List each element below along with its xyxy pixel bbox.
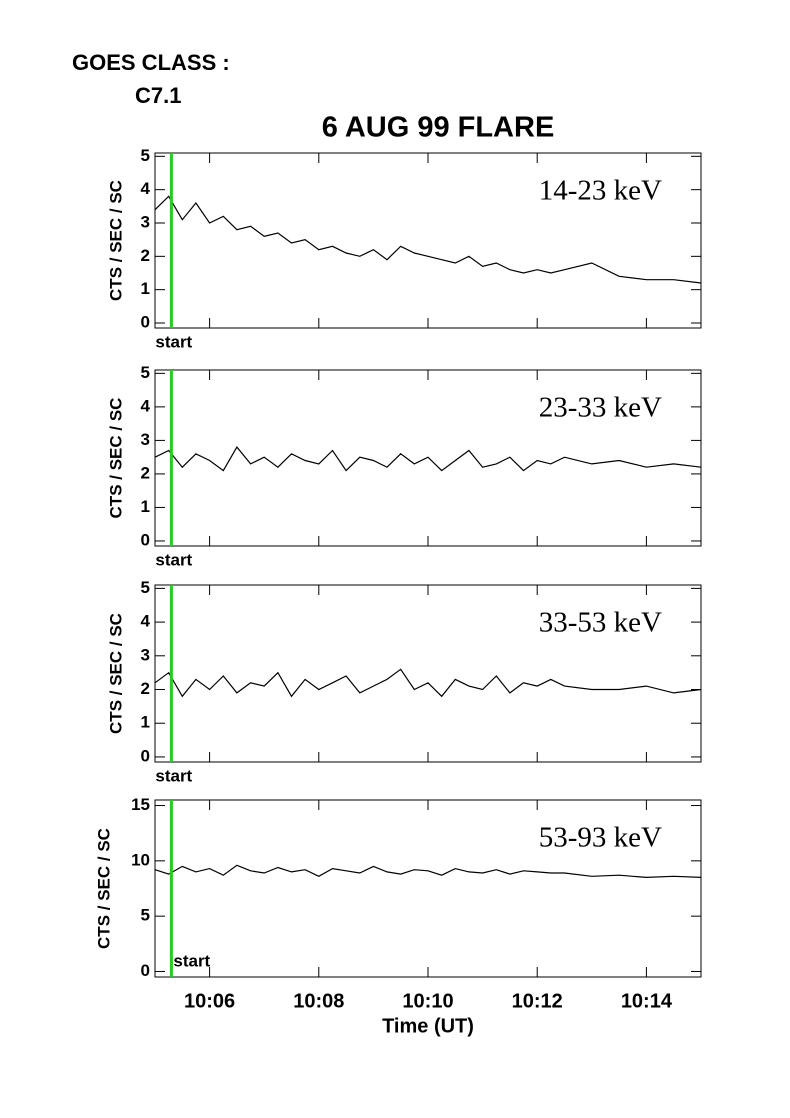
- y-tick-label: 5: [141, 363, 150, 382]
- y-tick-label: 15: [131, 795, 150, 814]
- band-label: 14-23 keV: [539, 175, 662, 207]
- y-tick-label: 3: [141, 645, 150, 664]
- series-line: [154, 668, 702, 698]
- band-label: 53-93 keV: [539, 822, 662, 854]
- y-axis-label: CTS / SEC / SC: [106, 398, 125, 519]
- y-tick-label: 4: [141, 612, 151, 631]
- y-tick-label: 2: [141, 679, 150, 698]
- band-label: 23-33 keV: [539, 392, 662, 424]
- y-tick-label: 10: [131, 850, 150, 869]
- start-label: start: [155, 332, 192, 351]
- x-tick-label: 10:06: [184, 990, 235, 1012]
- y-tick-label: 1: [141, 279, 150, 298]
- start-label: start: [173, 951, 210, 970]
- goes-class: C7.1: [135, 83, 181, 108]
- x-tick-label: 10:14: [621, 990, 673, 1012]
- y-tick-label: 0: [141, 312, 150, 331]
- start-label: start: [155, 550, 192, 569]
- series-line: [154, 446, 702, 472]
- x-tick-label: 10:08: [293, 990, 344, 1012]
- y-axis-label: CTS / SEC / SC: [94, 828, 113, 949]
- y-tick-label: 3: [141, 430, 150, 449]
- y-axis-label: CTS / SEC / SC: [106, 613, 125, 734]
- y-axis-label: CTS / SEC / SC: [106, 180, 125, 301]
- y-tick-label: 0: [141, 530, 150, 549]
- y-tick-label: 1: [141, 497, 150, 516]
- y-tick-label: 5: [141, 578, 150, 597]
- y-tick-label: 5: [141, 146, 150, 165]
- y-tick-label: 1: [141, 713, 150, 732]
- series-line: [154, 195, 702, 284]
- x-tick-label: 10:10: [402, 990, 453, 1012]
- x-axis-label: Time (UT): [382, 1015, 474, 1037]
- start-label: start: [155, 766, 192, 785]
- chart-title: 6 AUG 99 FLARE: [322, 112, 555, 144]
- y-tick-label: 5: [141, 906, 150, 925]
- band-label: 33-53 keV: [539, 607, 662, 639]
- y-tick-label: 2: [141, 246, 150, 265]
- y-tick-label: 0: [141, 746, 150, 765]
- series-line: [154, 864, 702, 879]
- goes-label: GOES CLASS :: [72, 50, 230, 75]
- y-tick-label: 2: [141, 463, 150, 482]
- x-tick-label: 10:12: [512, 990, 563, 1012]
- y-tick-label: 4: [141, 396, 151, 415]
- y-tick-label: 0: [141, 961, 150, 980]
- y-tick-label: 3: [141, 212, 150, 231]
- y-tick-label: 4: [141, 179, 151, 198]
